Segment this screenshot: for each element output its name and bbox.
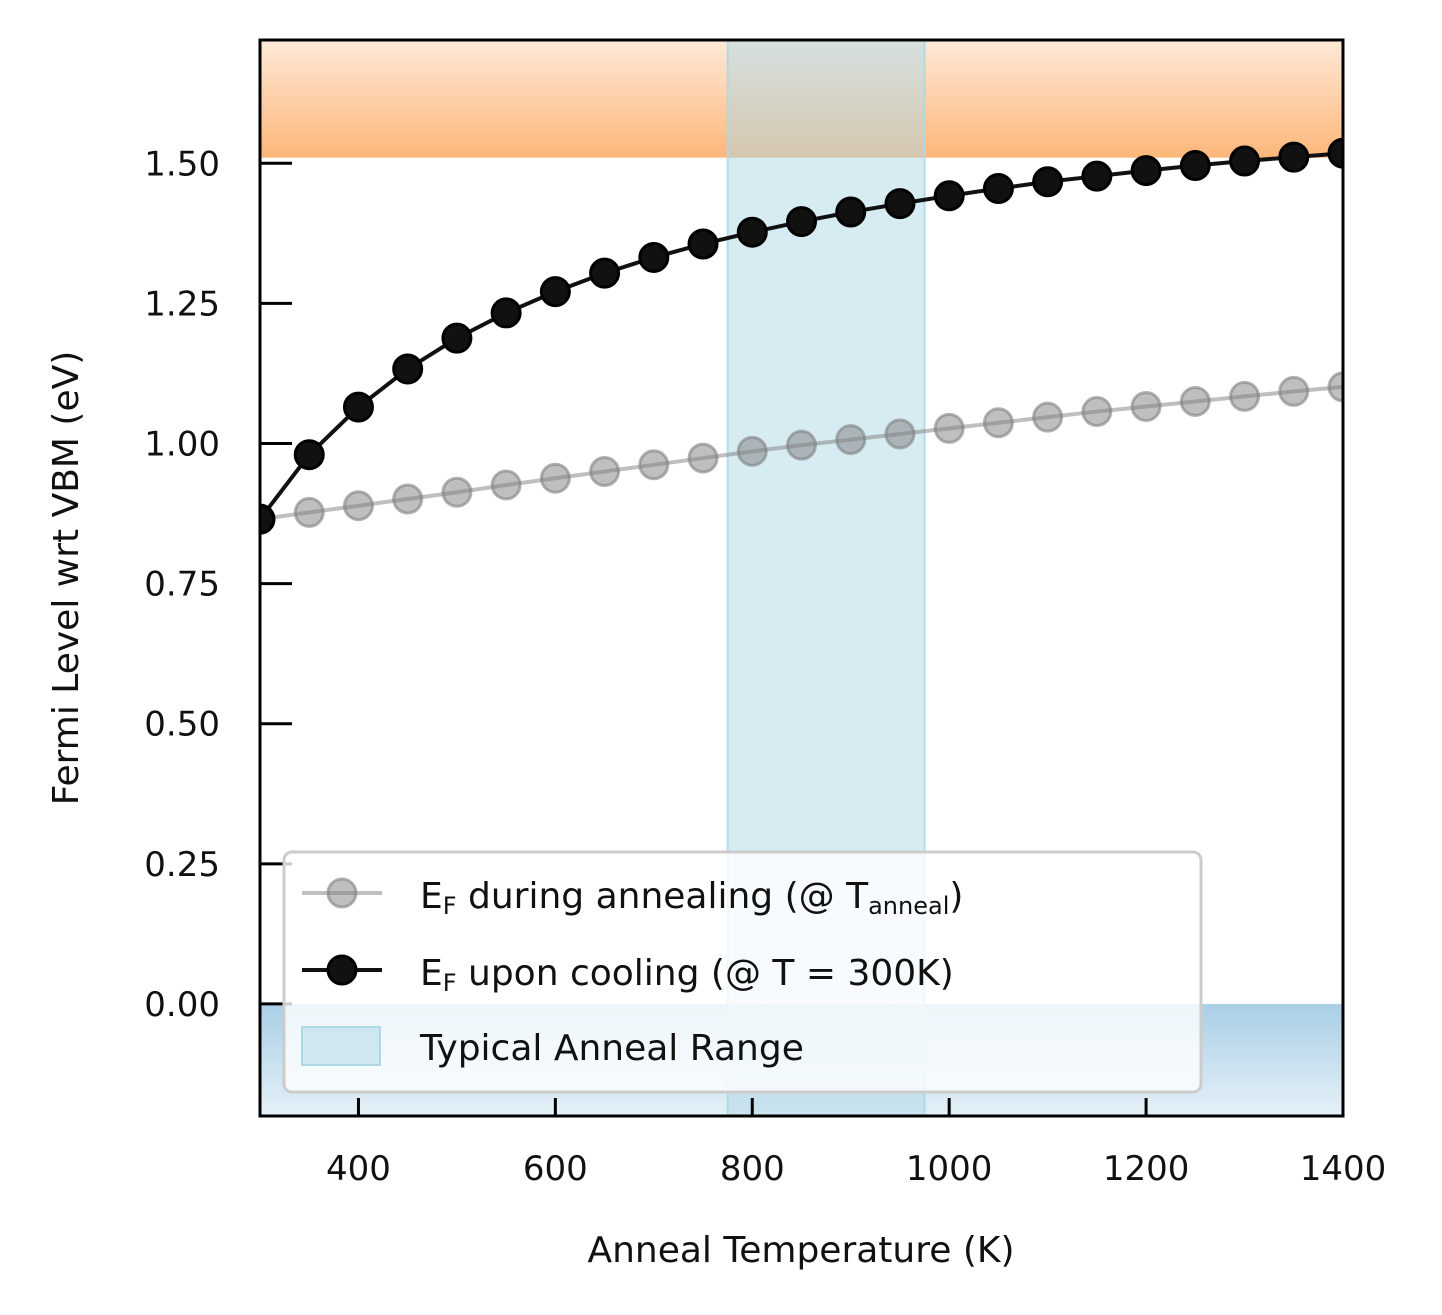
- data-point: [293, 439, 325, 471]
- data-point: [786, 206, 817, 238]
- data-point: [1327, 137, 1343, 169]
- data-point: [441, 322, 473, 354]
- data-point: [687, 442, 719, 474]
- x-tick-label: 800: [720, 1149, 785, 1189]
- y-tick-label: 0.00: [144, 985, 220, 1025]
- y-tick-label: 0.50: [144, 705, 220, 745]
- data-point: [260, 503, 276, 535]
- data-point: [736, 435, 768, 467]
- legend-box: [282, 850, 1203, 1094]
- data-point: [589, 257, 621, 289]
- x-tick-label: 1200: [1103, 1149, 1190, 1189]
- data-point: [835, 196, 867, 228]
- data-point: [687, 228, 719, 260]
- legend-label-annealing: EF during annealing (@ Tanneal): [420, 876, 963, 920]
- series-layer: [260, 137, 1343, 535]
- data-point: [1130, 155, 1162, 187]
- y-axis-title: Fermi Level wrt VBM (eV): [46, 351, 87, 806]
- data-point: [539, 276, 571, 308]
- data-point: [342, 490, 374, 522]
- plot-frame: [258, 38, 1345, 1118]
- axis-ticks: 400 600 800 1000 1200 1400 0.00 0.25 0.50 0.75 1.0…: [144, 144, 1386, 1189]
- data-point: [1229, 380, 1261, 412]
- series-cooling: [260, 137, 1343, 535]
- x-tick-label: 1400: [1300, 1149, 1387, 1189]
- data-point: [1081, 396, 1113, 428]
- x-tick-label: 1000: [906, 1149, 993, 1189]
- legend-marker-cooling: [326, 954, 358, 986]
- data-point: [1179, 385, 1211, 417]
- legend-swatch-anneal-range: [301, 1026, 381, 1066]
- data-point: [490, 297, 522, 329]
- data-point: [736, 216, 768, 248]
- legend-label-anneal-range: Typical Anneal Range: [419, 1028, 804, 1069]
- data-point: [490, 469, 522, 501]
- data-point: [786, 429, 817, 461]
- y-tick-label: 0.75: [144, 565, 220, 605]
- y-tick-label: 1.00: [144, 425, 220, 465]
- data-point: [1032, 166, 1064, 198]
- y-tick-label: 0.25: [144, 845, 220, 885]
- data-point: [1278, 375, 1310, 407]
- legend-label-cooling: EF upon cooling (@ T = 300K): [420, 953, 954, 997]
- data-point: [589, 456, 621, 488]
- data-point: [1278, 141, 1310, 173]
- data-point: [1032, 401, 1064, 433]
- x-axis-title: Anneal Temperature (K): [587, 1230, 1014, 1271]
- data-point: [392, 483, 424, 515]
- data-point: [441, 476, 473, 508]
- data-point: [1229, 145, 1261, 177]
- data-point: [835, 424, 867, 456]
- x-tick-label: 600: [523, 1149, 588, 1189]
- data-point: [1130, 391, 1162, 423]
- y-tick-label: 1.50: [144, 144, 220, 184]
- data-point: [884, 418, 916, 450]
- data-point: [1327, 371, 1343, 403]
- data-point: [392, 353, 424, 385]
- data-point: [1081, 160, 1113, 192]
- data-point: [638, 241, 670, 273]
- data-point: [884, 188, 916, 220]
- data-point: [293, 496, 325, 528]
- data-point: [933, 180, 965, 212]
- data-point: [1179, 150, 1211, 182]
- data-point: [539, 462, 571, 494]
- data-point: [982, 173, 1014, 205]
- x-tick-label: 400: [326, 1149, 391, 1189]
- data-point: [933, 412, 965, 444]
- legend: EF during annealing (@ Tanneal) EF upon …: [282, 850, 1203, 1094]
- y-tick-label: 1.25: [144, 284, 220, 324]
- data-point: [638, 449, 670, 481]
- data-point: [982, 407, 1014, 439]
- legend-marker-annealing: [326, 877, 358, 909]
- data-point: [342, 391, 374, 423]
